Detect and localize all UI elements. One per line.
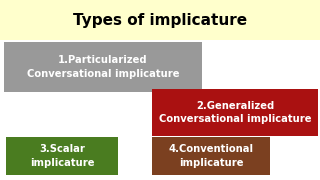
Bar xyxy=(152,137,270,175)
Text: Types of implicature: Types of implicature xyxy=(73,12,247,28)
Text: 2.Generalized
Conversational implicature: 2.Generalized Conversational implicature xyxy=(159,101,311,124)
Text: 1.Particularized
Conversational implicature: 1.Particularized Conversational implicat… xyxy=(27,55,179,79)
Text: 4.Conventional
implicature: 4.Conventional implicature xyxy=(169,144,253,168)
Bar xyxy=(6,137,118,175)
Bar xyxy=(4,42,202,92)
Bar xyxy=(152,89,318,136)
Text: 3.Scalar
implicature: 3.Scalar implicature xyxy=(30,144,94,168)
Bar xyxy=(0,0,320,40)
